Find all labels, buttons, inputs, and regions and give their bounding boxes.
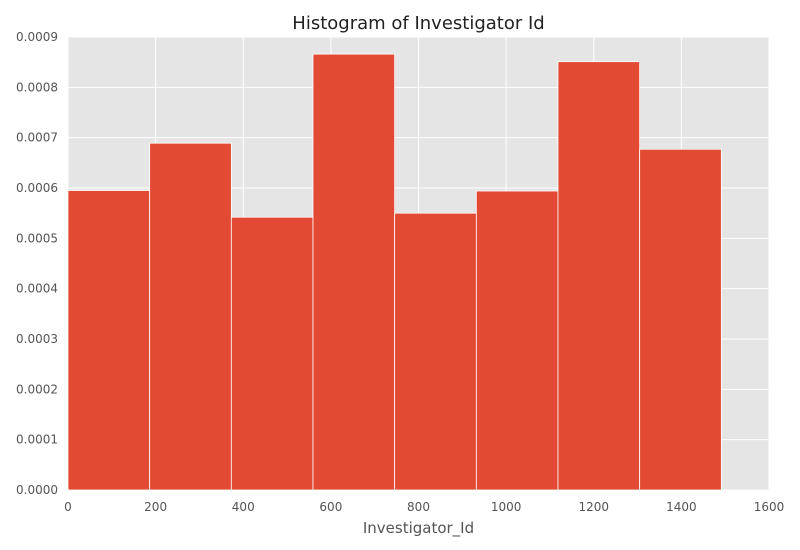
x-tick-label: 1600 xyxy=(754,500,785,514)
histogram-bar xyxy=(149,142,232,491)
histogram-bar xyxy=(557,61,641,491)
y-tick-label: 0.0008 xyxy=(16,80,58,94)
y-tick-label: 0.0007 xyxy=(16,131,58,145)
x-tick-label: 600 xyxy=(319,500,342,514)
x-tick-label: 800 xyxy=(407,500,430,514)
histogram-bar xyxy=(639,148,722,491)
x-tick-label: 200 xyxy=(144,500,167,514)
y-tick-label: 0.0006 xyxy=(16,181,58,195)
y-tick-label: 0.0002 xyxy=(16,382,58,396)
histogram-bars xyxy=(67,53,722,491)
y-tick-label: 0.0000 xyxy=(16,483,58,497)
histogram-bar xyxy=(230,216,314,491)
x-tick-labels: 0 200 400 600 800 1000 1200 1400 1600 xyxy=(64,500,784,514)
y-tick-label: 0.0003 xyxy=(16,332,58,346)
histogram-bar xyxy=(67,190,151,491)
y-tick-label: 0.0009 xyxy=(16,30,58,44)
x-tick-label: 1200 xyxy=(578,500,609,514)
x-tick-label: 0 xyxy=(64,500,72,514)
histogram-bar xyxy=(312,53,396,491)
y-tick-labels: 0.0000 0.0001 0.0002 0.0003 0.0004 0.0005 0.00… xyxy=(16,30,58,497)
x-tick-label: 400 xyxy=(232,500,255,514)
y-tick-label: 0.0005 xyxy=(16,231,58,245)
y-tick-label: 0.0004 xyxy=(16,282,58,296)
histogram-bar xyxy=(475,190,559,491)
chart-title: Histogram of Investigator Id xyxy=(292,13,544,34)
x-tick-label: 1400 xyxy=(666,500,697,514)
x-tick-label: 1000 xyxy=(491,500,522,514)
histogram-bar xyxy=(394,212,477,491)
x-axis-label: Investigator_Id xyxy=(363,519,474,538)
y-tick-label: 0.0001 xyxy=(16,433,58,447)
